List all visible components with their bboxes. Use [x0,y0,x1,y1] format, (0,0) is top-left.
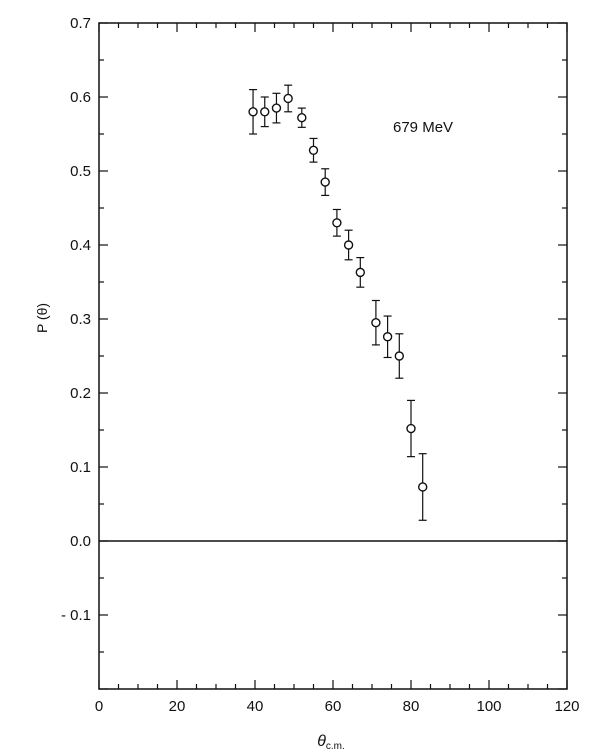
x-axis-title-sub: c.m. [326,741,345,752]
point-marker [418,482,428,492]
data-point [371,299,381,346]
data-point [260,96,270,128]
x-axis-title-main: θ [317,733,326,750]
y-tick-label: 0.0 [70,533,91,550]
data-point [297,107,307,128]
axis-ticks [98,22,568,690]
tick-labels: 0 20 40 60 80 100 120 0.7 0.6 0.5 0.4 0.3 0.2 0.1 0.0 -… [61,15,580,715]
x-axis-title: θc.m. [317,733,345,752]
point-marker [297,113,307,123]
y-tick-label: 0.7 [70,15,91,32]
point-marker [394,351,404,361]
x-tick-label: 40 [247,698,264,715]
plot-frame [98,22,568,690]
y-tick-label: 0.5 [70,163,91,180]
y-tick-label: 0.3 [70,311,91,328]
data-point [271,92,282,124]
data-point [308,137,319,163]
data-points [248,84,428,521]
data-point [343,229,354,261]
x-tick-label: 100 [476,698,501,715]
data-point [406,399,416,458]
data-point [332,208,342,237]
point-marker [382,332,393,342]
point-marker [308,145,319,155]
plot-border [98,22,568,690]
point-marker [343,240,354,250]
point-marker [406,423,416,434]
data-point [382,315,393,359]
point-marker [283,93,293,104]
y-tick-label: 0.1 [70,459,91,476]
point-marker [248,107,258,117]
data-point [283,84,293,113]
x-tick-label: 120 [554,698,579,715]
y-tick-label: - 0.1 [61,607,91,624]
y-tick-label: 0.2 [70,385,91,402]
data-point [394,333,404,379]
x-tick-label: 80 [403,698,420,715]
point-marker [332,218,342,228]
y-axis-title: P (θ) [34,303,50,333]
x-tick-label: 0 [95,698,103,715]
data-point [320,168,330,197]
x-tick-label: 20 [169,698,186,715]
x-tick-label: 60 [325,698,342,715]
data-point [355,256,365,288]
point-marker [320,177,330,187]
point-marker [260,107,270,117]
point-marker [371,318,381,328]
data-point [248,88,258,135]
point-marker [355,267,365,278]
point-marker [271,103,282,113]
y-tick-label: 0.4 [70,237,91,254]
energy-annotation: 679 MeV [393,119,453,136]
y-tick-label: 0.6 [70,89,91,106]
data-point [418,453,428,521]
